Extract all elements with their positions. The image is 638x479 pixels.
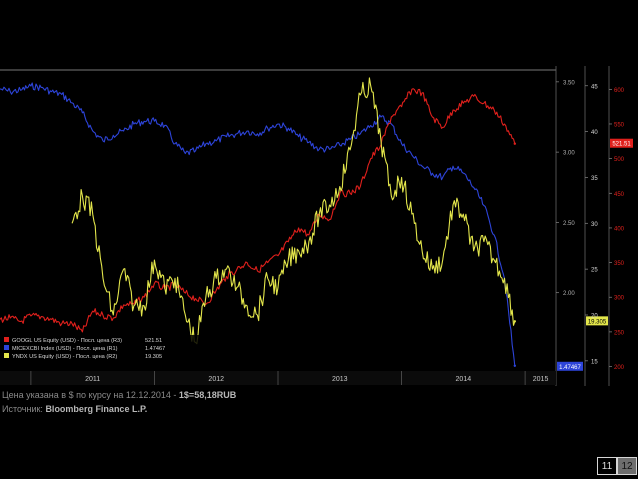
yndx-last-tag: 19.305: [588, 319, 607, 325]
y-tick-label-r3: 300: [614, 296, 625, 302]
y-tick-label-r1: 2.00: [563, 291, 575, 297]
y-axis-r2: 45 40 35 30 25 20 15: [585, 84, 598, 365]
y-tick-label-r2: 35: [591, 176, 598, 182]
y-tick-label-r2: 45: [591, 84, 598, 90]
series-layer: [0, 77, 517, 367]
page-12-button[interactable]: 12: [617, 457, 637, 475]
series-last-point-2: [513, 142, 517, 145]
last-value-tags: 1.47467 19.305 521.51: [557, 138, 633, 371]
plot-area: [0, 70, 556, 370]
y-axis-r1: 3.50 3.00 2.50 2.00: [556, 80, 575, 297]
series-line-1: [0, 82, 516, 366]
legend-swatch: [4, 345, 9, 350]
series-line-2: [0, 88, 516, 333]
series-last-point-1: [513, 364, 517, 367]
y-tick-label-r3: 250: [614, 330, 625, 336]
y-tick-label-r2: 25: [591, 268, 598, 274]
y-tick-label-r3: 600: [614, 88, 625, 94]
exchange-rate: 1$=58,18RUB: [178, 390, 237, 400]
y-tick-label-r3: 200: [614, 365, 625, 371]
y-axis-r3: 600 550 500 450 400 350 300 250 200: [609, 88, 625, 371]
googl-last-tag: 521.51: [612, 142, 631, 148]
price-note: Цена указана в $ по курсу на 12.12.2014 …: [2, 390, 236, 400]
y-tick-label-r2: 30: [591, 222, 598, 228]
y-tick-label-r3: 500: [614, 157, 625, 163]
source-name: Bloomberg Finance L.P.: [45, 404, 148, 414]
y-tick-label-r3: 400: [614, 226, 625, 232]
x-tick-label: 2011: [85, 376, 100, 383]
source-note: Источник: Bloomberg Finance L.P.: [2, 404, 147, 414]
legend-value: 19.305: [145, 354, 162, 360]
y-tick-label-r2: 15: [591, 359, 598, 365]
y-tick-label-r1: 3.00: [563, 151, 575, 157]
legend-box: [2, 335, 202, 362]
y-tick-label-r1: 2.50: [563, 221, 575, 227]
legend-label: MICEXCBI Index (USD) - Посл. цена (R1): [12, 346, 118, 352]
legend-value: 521.51: [145, 338, 162, 344]
series-line-3: [71, 77, 516, 345]
x-axis: 2011 2012 2013 2014 2015: [0, 371, 556, 385]
x-tick-label: 2014: [456, 376, 472, 383]
price-note-prefix: Цена указана в $ по курсу на 12.12.2014 …: [2, 390, 179, 400]
legend-swatch: [4, 353, 9, 358]
micex-last-tag-bg: [557, 361, 583, 371]
y-tick-label-r2: 20: [591, 313, 598, 319]
page-11-button[interactable]: 11: [597, 457, 617, 475]
source-note-prefix: Источник:: [2, 404, 46, 414]
googl-last-tag-bg: [610, 138, 633, 148]
y-tick-label-r2: 40: [591, 130, 598, 136]
legend-label: GOOGL US Equity (USD) - Посл. цена (R3): [12, 338, 122, 344]
yndx-last-tag-bg: [586, 316, 608, 326]
y-tick-label-r1: 3.50: [563, 80, 575, 86]
y-tick-label-r3: 350: [614, 261, 625, 267]
series-last-point-3: [513, 320, 517, 323]
price-chart: 2011 2012 2013 2014 2015 1.4746719.305521.51…: [0, 66, 633, 386]
x-tick-label: 2015: [533, 376, 549, 383]
y-tick-label-r3: 450: [614, 192, 625, 198]
legend: GOOGL US Equity (USD) - Посл. цена (R3) 5…: [2, 335, 202, 362]
micex-last-tag: 1.47467: [559, 365, 581, 371]
x-tick-label: 2013: [332, 376, 348, 383]
legend-value: 1.47467: [145, 346, 165, 352]
y-tick-label-r3: 550: [614, 122, 625, 128]
x-tick-label: 2012: [208, 376, 224, 383]
legend-label: YNDX US Equity (USD) - Посл. цена (R2): [12, 354, 117, 360]
legend-swatch: [4, 337, 9, 342]
